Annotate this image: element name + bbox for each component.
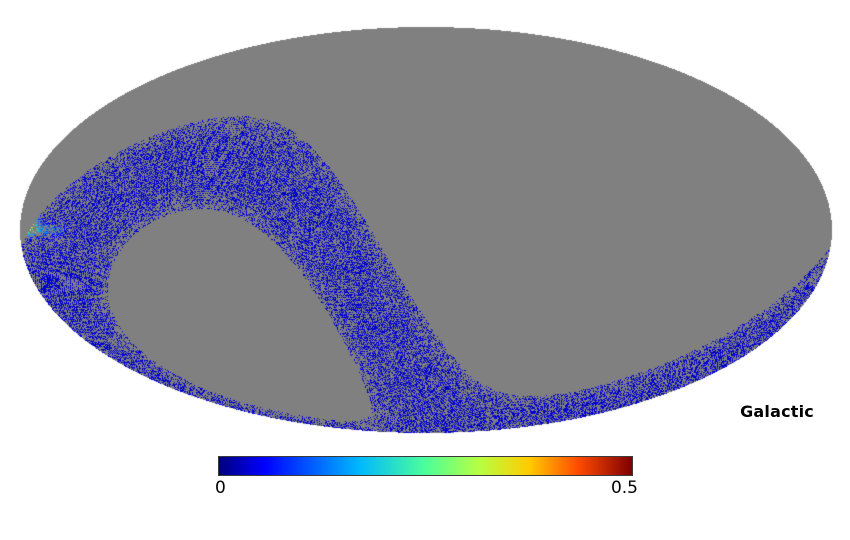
colorbar: 0 0.5 xyxy=(215,456,638,500)
coordinate-system-label: Galactic xyxy=(740,402,814,421)
colorbar-tick-labels: 0 0.5 xyxy=(215,478,638,498)
colorbar-max-label: 0.5 xyxy=(610,478,638,498)
sky-map-canvas xyxy=(0,0,850,450)
colorbar-gradient xyxy=(218,456,633,476)
colorbar-min-label: 0 xyxy=(215,478,226,498)
